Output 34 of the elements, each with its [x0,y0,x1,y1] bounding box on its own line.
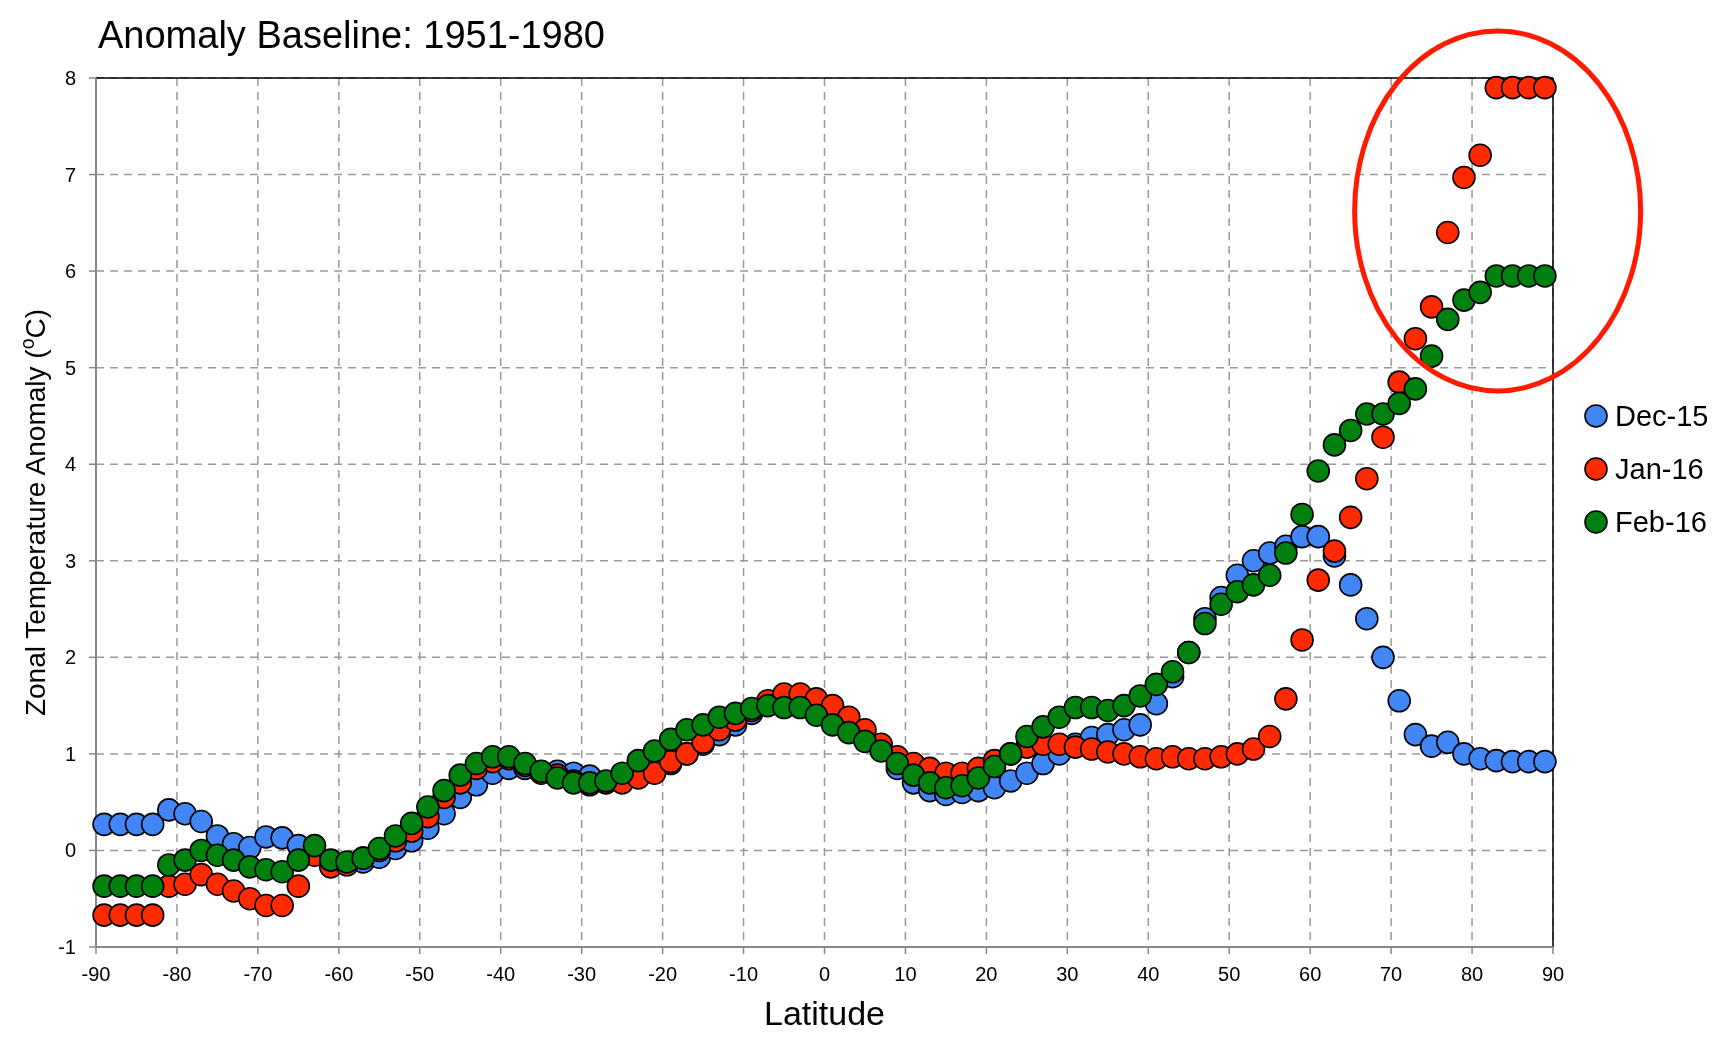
x-tick-label: -90 [81,963,111,985]
x-tick-label: -80 [162,963,192,985]
legend-label: Feb-16 [1615,506,1707,538]
x-tick-label: -70 [243,963,273,985]
x-tick-label: 10 [894,963,917,985]
x-tick-label: 90 [1541,963,1565,985]
y-tick-label: 0 [64,839,76,862]
legend-label: Jan-16 [1615,453,1704,485]
x-tick-label: -60 [324,963,354,985]
x-tick-label: 0 [818,963,831,985]
y-tick-label: 5 [64,356,76,379]
y-tick-label: 6 [64,260,76,283]
y-tick-label: 3 [64,549,76,572]
y-tick-label: 8 [64,67,76,89]
x-tick-label: 60 [1299,963,1322,985]
x-tick-label: 80 [1460,963,1484,985]
x-tick-label: -40 [486,963,516,985]
x-tick-label: 70 [1379,963,1403,985]
legend-label: Dec-15 [1615,400,1709,432]
chart-title: Anomaly Baseline: 1951-1980 [98,14,606,56]
x-tick-label: 50 [1218,963,1241,985]
y-tick-label: 7 [64,163,76,186]
x-tick-label: 30 [1056,963,1079,985]
x-tick-label: 20 [975,963,998,985]
x-tick-label: -20 [648,963,678,985]
x-axis-title: Latitude [764,994,885,1032]
y-tick-label: 1 [64,742,76,765]
x-tick-label: -50 [405,963,435,985]
y-tick-label: -1 [58,936,76,958]
y-tick-label: 4 [64,453,76,476]
y-tick-label: 2 [64,646,76,669]
x-tick-label: 40 [1137,963,1160,985]
x-tick-label: -30 [567,963,597,985]
x-tick-label: -10 [729,963,759,985]
